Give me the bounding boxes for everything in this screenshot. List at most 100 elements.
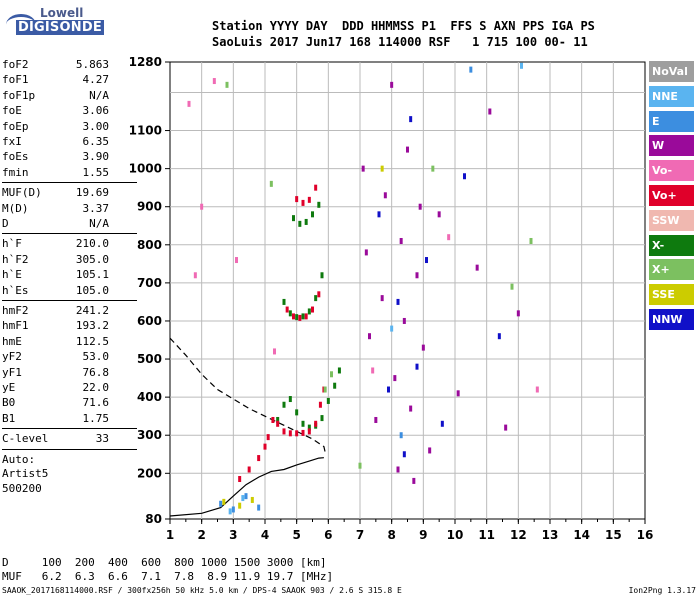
echo-point-vo- <box>447 234 451 241</box>
echo-point-nnw <box>463 173 466 180</box>
param-value: 71.6 <box>82 396 110 410</box>
param-row: h`Es 105.0 <box>2 284 137 300</box>
y-tick-label: 80 <box>145 512 162 526</box>
echo-point-e <box>231 506 235 513</box>
echo-point-sse <box>250 496 254 503</box>
echo-point-vo- <box>200 203 204 210</box>
param-value: 3.00 <box>82 119 110 133</box>
echo-point-x- <box>317 201 321 208</box>
echo-point-x- <box>333 382 337 389</box>
echo-point-w <box>364 249 368 256</box>
x-tick-label: 16 <box>637 528 654 542</box>
echo-point-vo- <box>212 78 216 85</box>
echo-point-vo- <box>266 434 270 441</box>
header-line1: Station YYYY DAY DDD HHMMSS P1 FFS S AXN… <box>212 19 595 33</box>
echo-point-vo- <box>238 476 242 483</box>
echo-point-x- <box>288 310 292 317</box>
echo-point-w <box>516 310 520 317</box>
echo-point-sse <box>222 498 226 505</box>
param-row: foE 3.06 <box>2 104 137 120</box>
x-tick-label: 7 <box>356 528 364 542</box>
param-row: MUF(D) 19.69 <box>2 186 137 202</box>
param-value: 4.27 <box>82 73 110 87</box>
param-separator <box>2 300 137 301</box>
echo-point-vo- <box>295 196 299 203</box>
echo-point-nnw <box>396 298 400 305</box>
echo-point-vo- <box>301 429 305 436</box>
param-value: N/A <box>89 88 109 102</box>
echo-point-x- <box>295 409 299 416</box>
echo-point-x- <box>337 367 341 374</box>
echo-point-w <box>390 81 394 88</box>
param-value: 193.2 <box>75 319 109 333</box>
echo-point-e <box>244 493 248 500</box>
param-row: Artist5 <box>2 467 137 483</box>
param-value: 241.2 <box>75 304 109 317</box>
echo-point-w <box>488 108 492 115</box>
echo-point-vo- <box>318 401 322 408</box>
echo-point-w <box>399 237 403 244</box>
echo-point-e <box>219 500 223 507</box>
echo-point-vo- <box>288 430 292 437</box>
param-value: 76.8 <box>82 365 110 379</box>
param-row: foEs 3.90 <box>2 150 137 166</box>
echo-point-vo- <box>235 257 238 264</box>
echo-point-vo- <box>271 416 275 423</box>
echo-point-nnw <box>415 363 419 370</box>
legend-item-e: E <box>649 110 694 132</box>
echo-point-vo- <box>314 184 318 191</box>
param-separator <box>2 428 137 430</box>
param-key: foEs <box>2 150 29 164</box>
param-value: 19.69 <box>75 186 109 200</box>
param-value: 3.90 <box>82 150 110 164</box>
param-value: 105.1 <box>75 268 109 282</box>
echo-point-x- <box>269 180 273 187</box>
param-value: 5.863 <box>75 58 109 71</box>
echo-point-x- <box>225 81 229 88</box>
echo-point-nne <box>390 325 394 332</box>
echo-point-x- <box>298 220 302 227</box>
echo-point-vo- <box>301 199 305 206</box>
param-key: MUF(D) <box>2 186 42 200</box>
echo-point-x- <box>282 401 286 408</box>
legend-item-noval: NoVal <box>649 61 694 82</box>
param-row: 500200 <box>2 482 137 498</box>
y-tick-label: 1100 <box>129 124 162 138</box>
echo-point-w <box>456 390 460 397</box>
echo-point-nnw <box>425 257 428 264</box>
echo-point-nnw <box>440 420 444 427</box>
param-value: 6.35 <box>82 135 110 148</box>
version-label: Ion2Png 1.3.17 <box>628 586 696 595</box>
param-key: yF2 <box>2 350 22 364</box>
param-value: 1.75 <box>82 411 110 425</box>
echo-point-x- <box>431 165 435 172</box>
param-key: D <box>2 217 9 230</box>
param-row: fmin 1.55 <box>2 166 137 182</box>
y-tick-label: 700 <box>137 276 162 290</box>
polarization-legend: NoVal NNE E W Vo- Vo+ SSW X- X+ SSE NNW <box>649 61 694 334</box>
y-tick-label: 900 <box>137 200 162 214</box>
echo-point-vo- <box>317 291 321 298</box>
echo-point-w <box>418 203 422 210</box>
echo-point-vo- <box>371 367 375 374</box>
echo-point-e <box>399 432 403 439</box>
x-tick-label: 4 <box>261 528 269 542</box>
param-row: B1 1.75 <box>2 412 137 428</box>
echo-point-nne <box>241 495 245 502</box>
param-value: 305.0 <box>75 252 109 266</box>
param-key: yF1 <box>2 365 22 379</box>
echo-point-vo- <box>311 306 314 313</box>
param-key: B0 <box>2 396 16 410</box>
echo-point-x- <box>314 295 318 302</box>
param-key: Auto: <box>2 452 36 466</box>
echo-point-x- <box>301 313 305 320</box>
echo-point-sse <box>238 502 242 509</box>
param-value: 53.0 <box>82 350 110 364</box>
param-separator <box>2 233 137 235</box>
echo-point-x- <box>510 283 514 290</box>
echo-point-nnw <box>497 333 501 340</box>
param-row: h`F2 305.0 <box>2 253 137 269</box>
echo-point-w <box>380 295 384 302</box>
param-row: hmF1 193.2 <box>2 319 137 335</box>
echo-point-vo- <box>273 348 276 355</box>
